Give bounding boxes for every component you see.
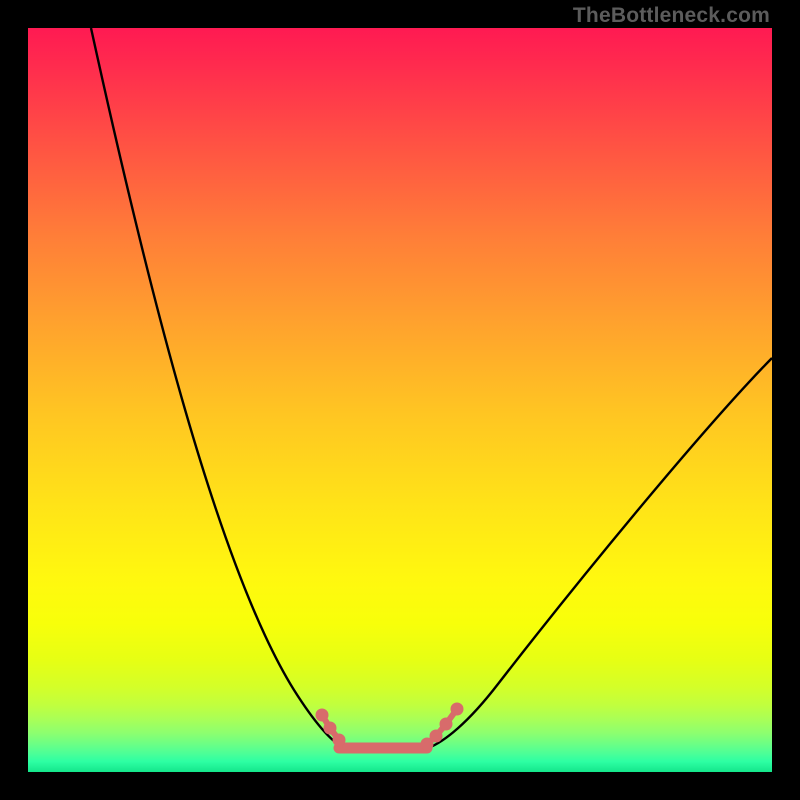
curve-layer [28,28,772,772]
highlight-dot [440,718,453,731]
highlight-dot [324,722,337,735]
highlight-dot [451,703,464,716]
highlight-dot [430,730,443,743]
highlight-dot [316,709,329,722]
plot-area [28,28,772,772]
outer-frame: TheBottleneck.com [0,0,800,800]
bottleneck-curve-segment [91,28,344,748]
highlight-dot [333,734,346,747]
bottleneck-curve-segment [428,358,772,748]
watermark-text: TheBottleneck.com [573,4,770,28]
